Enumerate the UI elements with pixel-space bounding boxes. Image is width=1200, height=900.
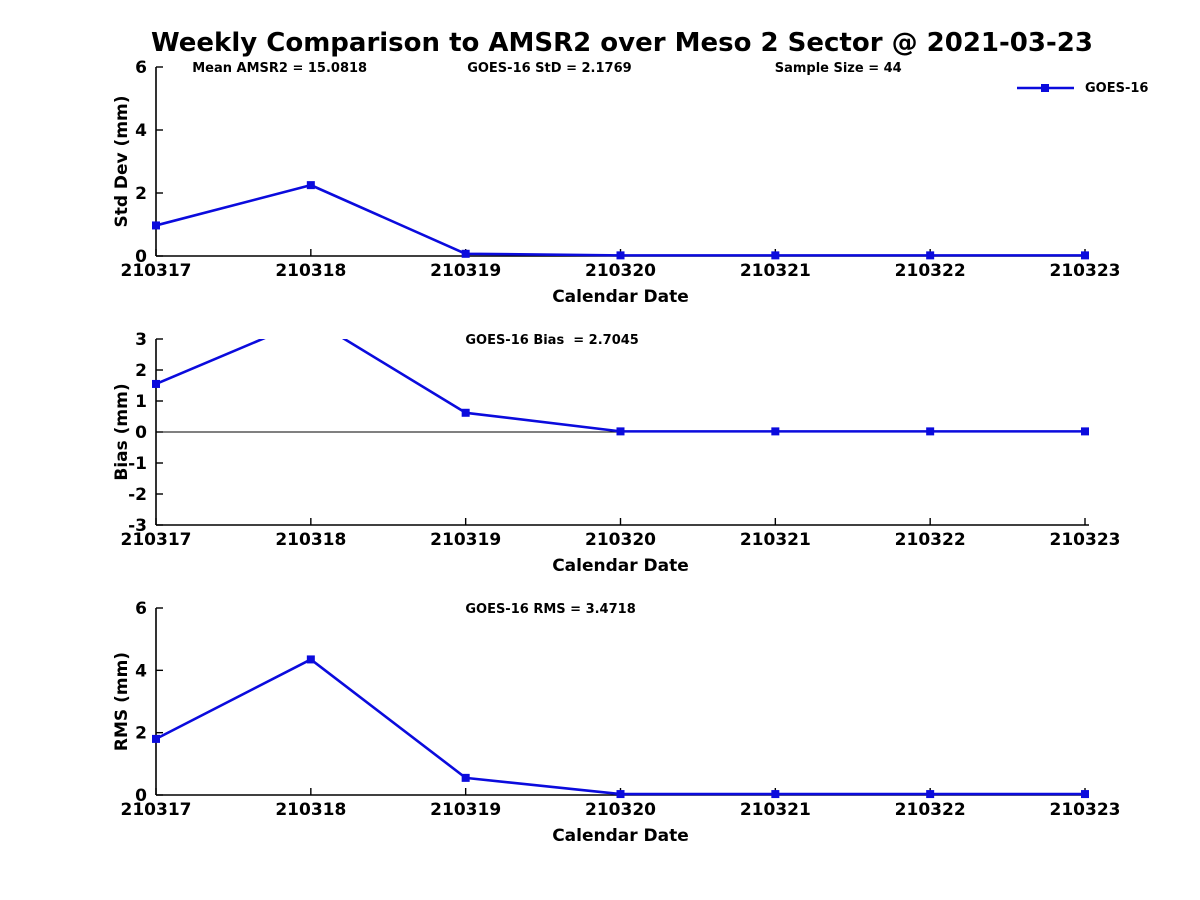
data-point-marker	[616, 790, 625, 799]
data-point-marker	[152, 221, 160, 230]
rms-subplot: 0 2 4 6 210317 210318 210319 210320 210321 210322…	[112, 599, 1120, 846]
std-dev-subplot: 0 2 4 6 210317 210318 210319 210320 210321 210322…	[112, 58, 1120, 307]
x-axis-label: Calendar Date	[552, 556, 689, 576]
data-point-marker	[1081, 790, 1089, 799]
data-point-marker	[461, 773, 470, 782]
data-point-marker	[616, 427, 625, 436]
x-tick-label: 210320	[585, 261, 656, 281]
x-tick-label: 210317	[121, 530, 192, 550]
y-tick-label: -3	[128, 516, 147, 536]
stat-annotation: Mean AMSR2 = 15.0818	[192, 61, 367, 76]
rms-series	[152, 655, 1089, 799]
y-tick-label: 0	[135, 247, 147, 267]
y-tick-label: 0	[135, 786, 147, 806]
y-tick-label: -1	[128, 454, 147, 474]
legend-label: GOES-16	[1085, 80, 1149, 96]
x-axis-label: Calendar Date	[552, 287, 689, 307]
data-point-marker	[306, 655, 315, 664]
stat-annotation: Sample Size = 44	[775, 61, 902, 76]
data-point-marker	[926, 427, 935, 436]
data-point-marker	[461, 249, 470, 258]
x-tick-label: 210322	[895, 530, 966, 550]
x-tick-label: 210322	[895, 800, 966, 820]
x-tick-label: 210322	[895, 261, 966, 281]
data-point-marker	[306, 181, 315, 190]
y-tick-label: 4	[135, 121, 147, 141]
data-point-marker	[771, 251, 780, 260]
data-point-marker	[771, 427, 780, 436]
x-tick-label: 210320	[585, 530, 656, 550]
x-tick-label: 210323	[1050, 261, 1121, 281]
x-tick-label: 210317	[121, 261, 192, 281]
x-tick-label: 210318	[275, 530, 346, 550]
figure-title: Weekly Comparison to AMSR2 over Meso 2 S…	[151, 28, 1093, 58]
x-tick-label: 210317	[121, 800, 192, 820]
data-point-marker	[307, 315, 315, 323]
stat-annotation: GOES-16 StD = 2.1769	[467, 61, 631, 76]
x-tick-label: 210323	[1050, 530, 1121, 550]
x-tick-label: 210323	[1050, 800, 1121, 820]
legend-line-marker-icon	[1017, 84, 1074, 92]
data-point-marker	[771, 790, 780, 799]
x-tick-label: 210319	[430, 261, 501, 281]
x-tick-label: 210321	[740, 261, 811, 281]
y-tick-label: 2	[135, 184, 147, 204]
y-tick-label: 3	[135, 330, 147, 350]
rms-y-axis-label: RMS (mm)	[112, 652, 132, 751]
data-point-marker	[1081, 427, 1089, 436]
x-tick-label: 210318	[275, 800, 346, 820]
stat-annotation: GOES-16 RMS = 3.4718	[465, 602, 635, 617]
y-tick-label: 0	[135, 423, 147, 443]
y-tick-label: 6	[135, 599, 147, 619]
data-point-marker	[926, 251, 935, 260]
x-tick-label: 210320	[585, 800, 656, 820]
bias-series	[152, 315, 1089, 436]
y-tick-label: 2	[135, 361, 147, 381]
x-axis-label: Calendar Date	[552, 826, 689, 846]
y-tick-label: 2	[135, 724, 147, 744]
std-dev-series	[152, 181, 1089, 260]
y-tick-label: 1	[135, 392, 147, 412]
data-point-marker	[616, 251, 625, 260]
x-tick-label: 210321	[740, 530, 811, 550]
x-tick-label: 210319	[430, 530, 501, 550]
y-tick-label: -2	[128, 485, 147, 505]
data-point-marker	[152, 734, 160, 743]
y-tick-label: 4	[135, 661, 147, 681]
x-tick-label: 210318	[275, 261, 346, 281]
stat-annotation: GOES-16 Bias = 2.7045	[465, 333, 639, 348]
x-tick-label: 210321	[740, 800, 811, 820]
x-tick-label: 210319	[430, 800, 501, 820]
bias-y-axis-label: Bias (mm)	[112, 383, 132, 480]
legend: GOES-16	[1016, 80, 1148, 96]
data-point-marker	[1081, 251, 1089, 260]
data-point-marker	[926, 790, 935, 799]
data-point-marker	[461, 408, 470, 417]
data-point-marker	[152, 379, 160, 388]
std-dev-y-axis-label: Std Dev (mm)	[112, 95, 132, 227]
y-tick-label: 6	[135, 58, 147, 78]
